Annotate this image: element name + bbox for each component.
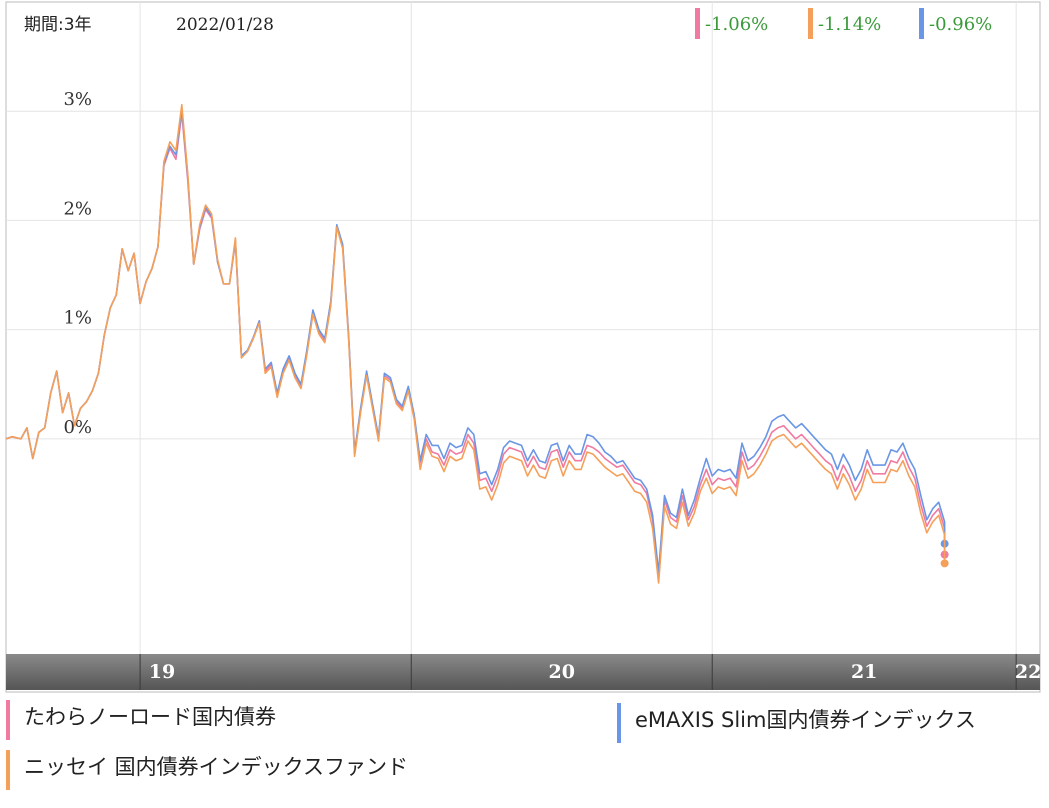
legend-label: ニッセイ 国内債券インデックスファンド [24,755,409,779]
series-end-marker [940,559,949,568]
return-value: -1.14% [818,14,881,35]
y-tick-label: 1% [63,308,92,329]
x-axis-bar: 19 20 21 22 [6,654,1041,690]
legend-swatch [6,750,10,790]
return-value: -1.06% [705,14,768,35]
legend-item: ニッセイ 国内債券インデックスファンド [6,750,408,790]
legend-swatch [6,700,10,740]
grid-lines [6,2,1040,654]
line-chart: 3% 2% 1% 0% 19 20 21 22 期間:3年 2022/01/28 -1.06… [5,1,1041,693]
return-badge: -0.96% [919,8,992,39]
date-label: 2022/01/28 [176,15,274,35]
return-color-bar [695,8,700,39]
legend-label: たわらノーロード国内債券 [24,705,276,729]
period-label: 期間:3年 [24,15,92,35]
return-color-bar [919,8,924,39]
y-tick-label: 2% [63,198,92,219]
legend-label: eMAXIS Slim国内債券インデックス [635,708,976,732]
return-color-bar [808,8,813,39]
return-badge: -1.14% [808,8,881,39]
series-line [5,103,946,584]
y-axis-ticks: 3% 2% 1% 0% [63,89,92,438]
series-lines [5,103,949,584]
x-tick-label: 19 [149,661,175,683]
legend-swatch [617,703,621,743]
x-tick-label: 21 [851,661,877,683]
y-tick-label: 0% [63,417,92,438]
x-tick-label: 22 [1015,661,1041,683]
x-tick-label: 20 [549,661,575,683]
y-tick-label: 3% [63,89,92,110]
return-value: -0.96% [929,14,992,35]
series-line [5,108,946,573]
plot-border [5,1,1041,693]
x-axis-background [6,654,1040,690]
return-badge: -1.06% [695,8,768,39]
legend-item: eMAXIS Slim国内債券インデックス [617,703,976,743]
legend-item: たわらノーロード国内債券 [6,700,276,740]
